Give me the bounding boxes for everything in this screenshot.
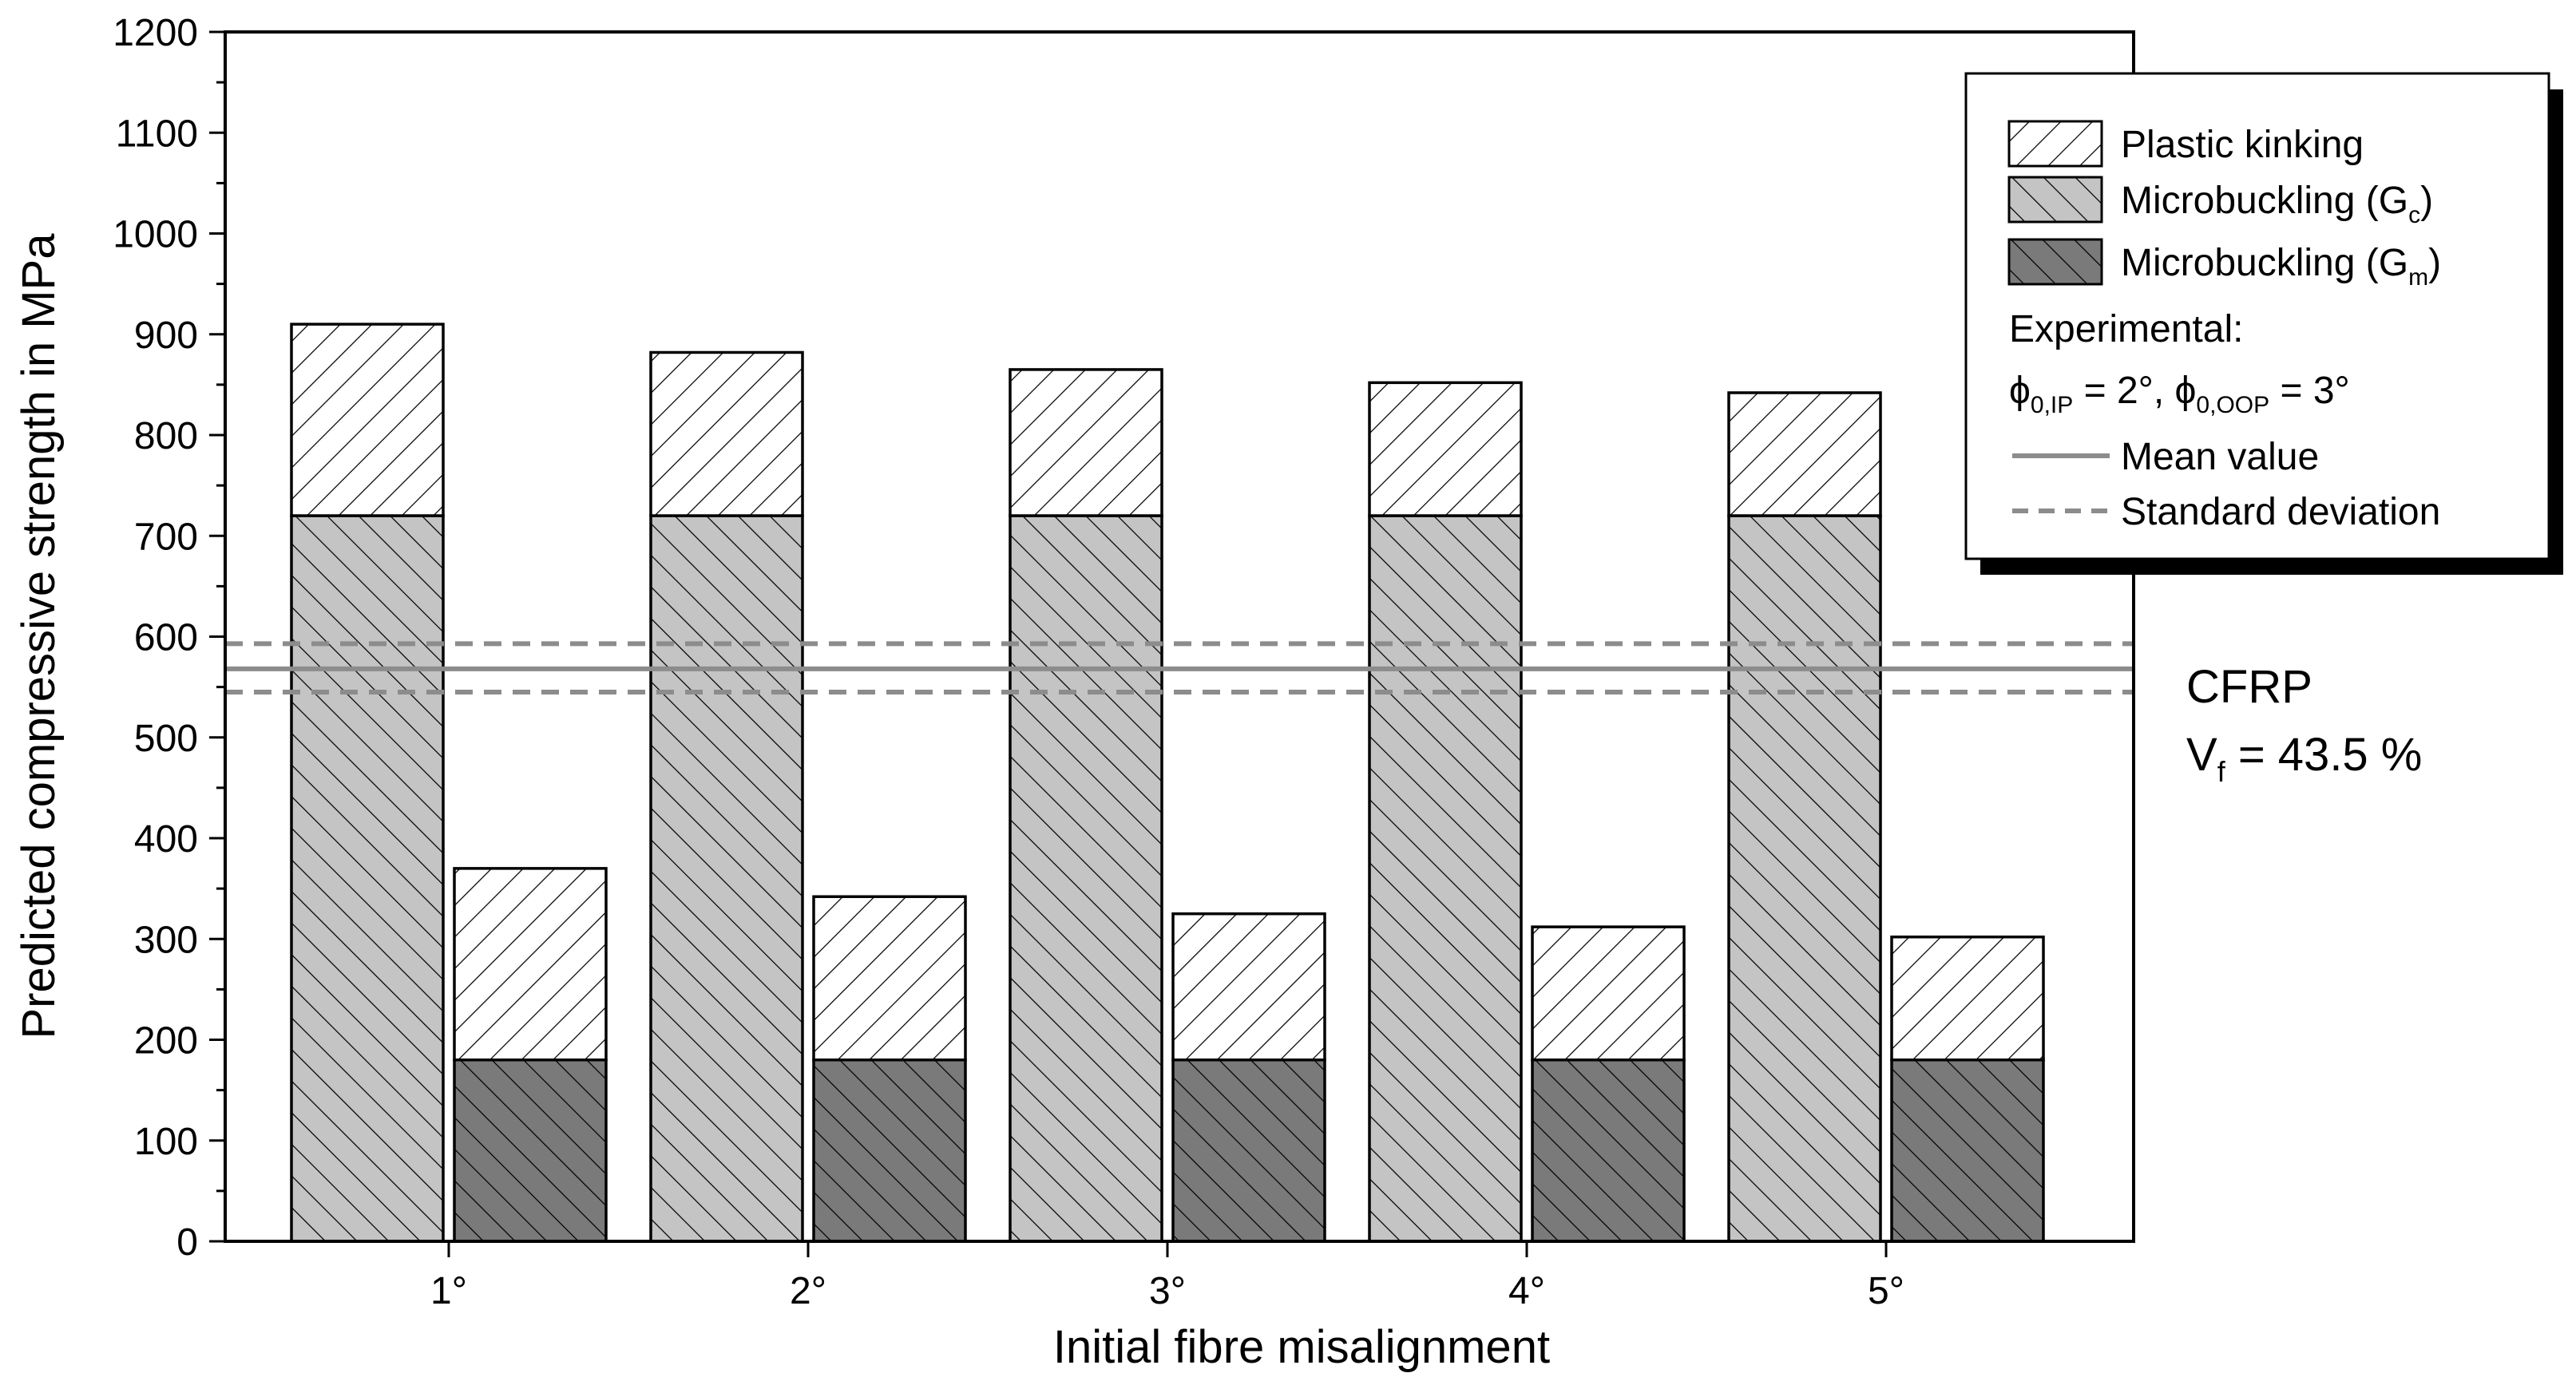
bar-segment-plastic-kinking <box>812 895 967 1062</box>
bar-segment-microbuckling-g-m <box>1890 1059 2045 1243</box>
x-tick-label: 4° <box>1508 1270 1545 1312</box>
y-tick-label: 800 <box>134 415 198 457</box>
annotation-material: CFRP <box>2186 661 2312 713</box>
legend: Plastic kinking Microbuckling (Gc) Micro… <box>1964 72 2563 575</box>
legend-label-microbuckling-gm: Microbuckling (Gm) <box>2121 242 2441 291</box>
bar-segment-plastic-kinking <box>1171 912 1326 1062</box>
bar-segment-microbuckling-g-c <box>1368 514 1523 1243</box>
y-tick-label: 300 <box>134 919 198 961</box>
bar-segment-plastic-kinking <box>1368 381 1523 517</box>
y-tick-label: 0 <box>176 1221 198 1264</box>
legend-swatch-microbuckling-gc <box>2007 176 2103 224</box>
y-tick-label: 1200 <box>113 12 198 54</box>
bar-segment-microbuckling-g-m <box>453 1059 608 1243</box>
bar-segment-plastic-kinking <box>290 323 445 517</box>
y-tick-label: 600 <box>134 617 198 659</box>
bars <box>290 323 2045 1243</box>
y-tick-label: 500 <box>134 718 198 760</box>
legend-label-microbuckling-gc: Microbuckling (Gc) <box>2121 180 2433 228</box>
bar-segment-microbuckling-g-m <box>1531 1059 1686 1243</box>
bar-segment-microbuckling-g-c <box>649 514 804 1243</box>
legend-label-mean-value: Mean value <box>2121 436 2319 478</box>
bar-segment-microbuckling-g-c <box>1009 514 1163 1243</box>
legend-label-standard-deviation: Standard deviation <box>2121 491 2440 533</box>
y-axis: 0 100 200 300 400 500 600 700 800 900 1000 1100 1200 <box>113 12 225 1264</box>
x-axis: 1° 2° 3° 4° 5° <box>430 1241 1904 1312</box>
legend-swatch-plastic-kinking <box>2007 120 2103 168</box>
bar-segment-microbuckling-g-c <box>1727 514 1882 1243</box>
legend-misalignment-angles: ϕ0,IP = 2°, ϕ0,OOP = 3° <box>2009 370 2350 418</box>
bar-segment-microbuckling-g-m <box>1171 1059 1326 1243</box>
bar-segment-plastic-kinking <box>453 867 608 1062</box>
y-axis-title: Predicted compressive strength in MPa <box>13 233 65 1039</box>
legend-label-plastic-kinking: Plastic kinking <box>2121 124 2364 166</box>
x-tick-label: 2° <box>790 1270 826 1312</box>
y-tick-label: 200 <box>134 1020 198 1062</box>
bar-segment-plastic-kinking <box>649 350 804 517</box>
y-tick-label: 400 <box>134 818 198 861</box>
x-tick-label: 1° <box>430 1270 467 1312</box>
y-tick-label: 1000 <box>113 214 198 256</box>
x-axis-title: Initial fibre misalignment <box>1053 1321 1550 1373</box>
bar-segment-plastic-kinking <box>1890 935 2045 1062</box>
bar-segment-plastic-kinking <box>1531 925 1686 1062</box>
y-tick-label: 1100 <box>116 113 198 155</box>
x-tick-label: 5° <box>1868 1270 1904 1312</box>
y-tick-label: 100 <box>134 1121 198 1163</box>
y-tick-label: 700 <box>134 516 198 558</box>
annotation-fibre-volume-fraction: Vf = 43.5 % <box>2186 729 2422 788</box>
legend-swatch-microbuckling-gm <box>2007 238 2103 286</box>
x-tick-label: 3° <box>1149 1270 1186 1312</box>
y-tick-label: 900 <box>134 315 198 357</box>
legend-experimental-heading: Experimental: <box>2009 308 2243 350</box>
bar-segment-plastic-kinking <box>1009 368 1163 517</box>
bar-segment-microbuckling-g-c <box>290 514 445 1243</box>
reference-lines <box>225 641 2134 694</box>
bar-segment-plastic-kinking <box>1727 391 1882 517</box>
bar-segment-microbuckling-g-m <box>812 1059 967 1243</box>
